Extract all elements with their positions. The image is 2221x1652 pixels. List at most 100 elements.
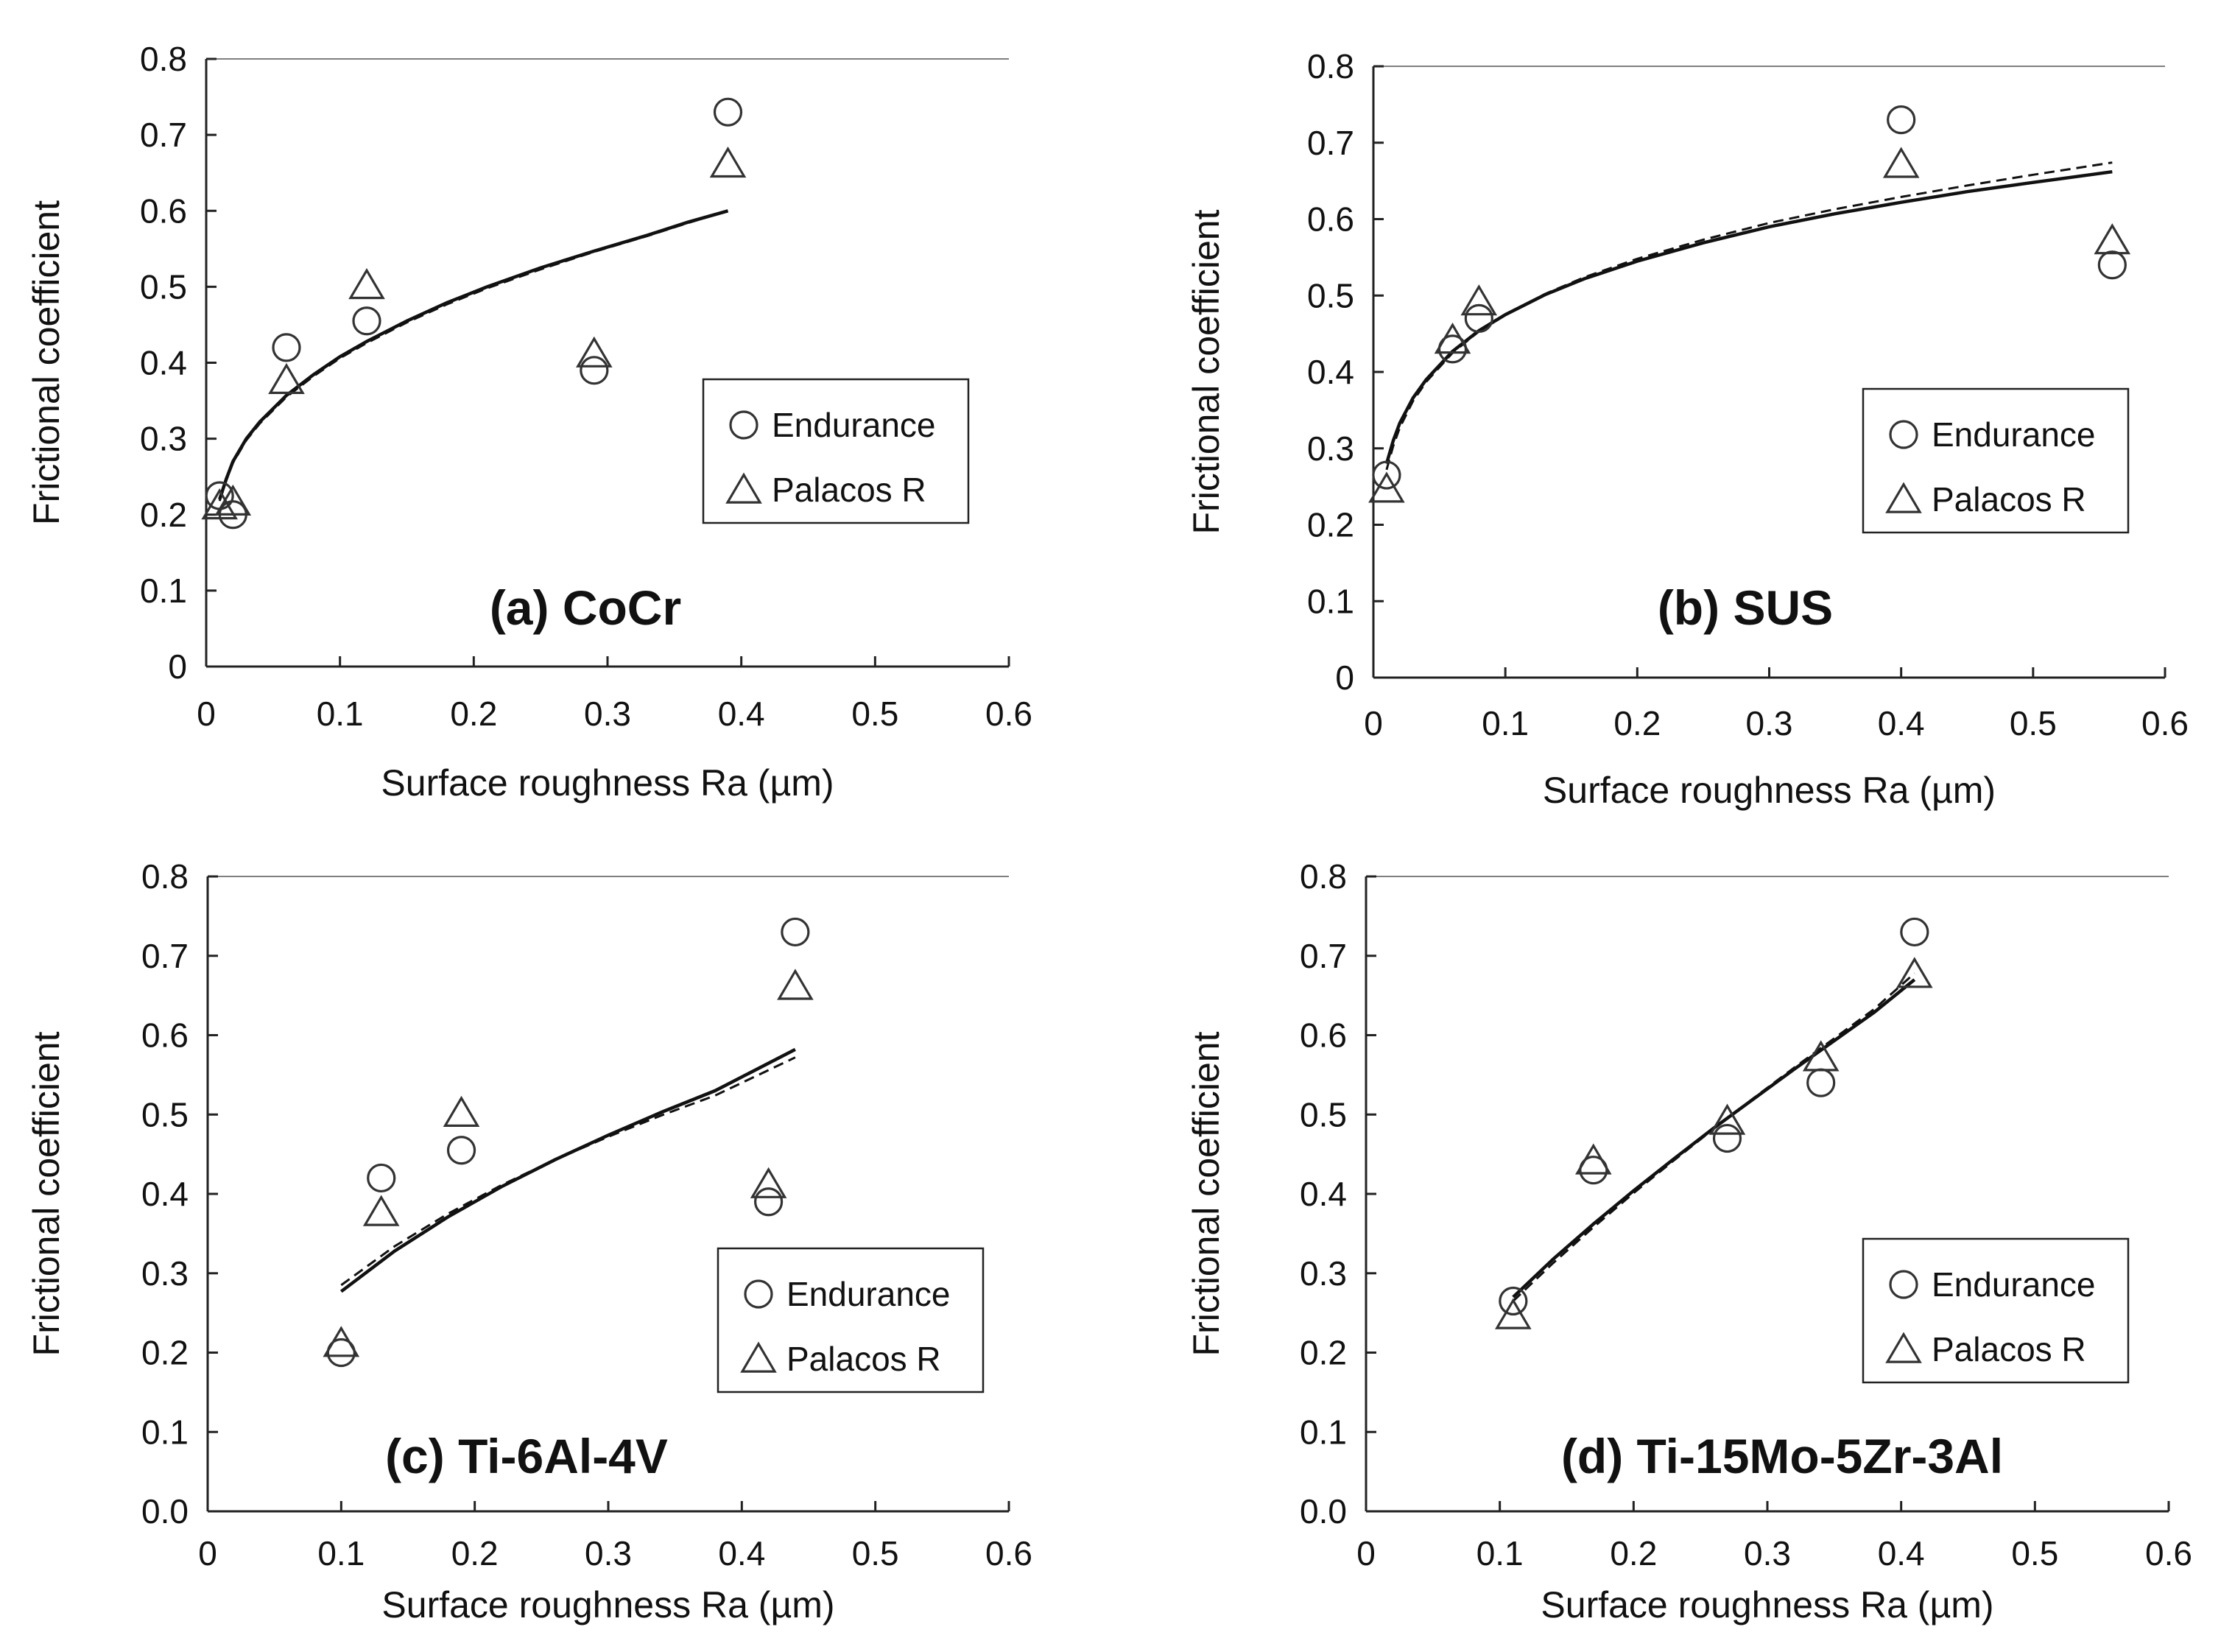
y-tick-label: 0 xyxy=(168,647,187,686)
data-point-palacos-r xyxy=(1896,957,1933,988)
data-point-palacos-r xyxy=(1882,147,1920,178)
y-tick-label: 0.6 xyxy=(141,1016,189,1055)
y-tick-label: 0.8 xyxy=(140,40,187,78)
fit-curve-dashed xyxy=(218,209,728,502)
x-tick-label: 0.3 xyxy=(1744,1534,1791,1572)
y-tick-label: 0.0 xyxy=(1300,1492,1347,1530)
data-point-endurance xyxy=(1712,1123,1742,1153)
x-tick-label: 0.4 xyxy=(1878,1534,1925,1572)
data-point-palacos-r xyxy=(2094,223,2131,255)
y-tick-label: 0.5 xyxy=(140,267,187,306)
y-tick-label: 0.8 xyxy=(1307,47,1354,85)
x-tick-label: 0.5 xyxy=(851,695,898,733)
y-tick-label: 0.5 xyxy=(1300,1095,1347,1133)
y-tick-label: 0.2 xyxy=(140,496,187,534)
data-point-palacos-r xyxy=(1708,1103,1746,1135)
x-tick-label: 0.1 xyxy=(317,695,364,733)
data-point-endurance xyxy=(352,306,381,336)
legend-label: Palacos R xyxy=(786,1340,941,1378)
x-tick-label: 0.2 xyxy=(451,1534,499,1572)
x-axis-title: Surface roughness Ra (µm) xyxy=(1543,770,1996,811)
x-tick-label: 0.4 xyxy=(718,1534,765,1572)
panel-title: (c) Ti-6Al-4V xyxy=(385,1429,668,1483)
y-tick-label: 0 xyxy=(1335,658,1354,697)
data-point-palacos-r xyxy=(777,969,814,1000)
data-point-endurance xyxy=(1372,460,1401,490)
y-tick-label: 0.1 xyxy=(141,1413,189,1451)
y-tick-label: 0.3 xyxy=(141,1254,189,1293)
legend-label: Endurance xyxy=(772,406,936,444)
x-tick-label: 0.2 xyxy=(1613,704,1661,742)
x-tick-label: 0.1 xyxy=(1476,1534,1524,1572)
x-tick-label: 0 xyxy=(1364,704,1383,742)
x-tick-label: 0.6 xyxy=(985,695,1032,733)
y-tick-label: 0.5 xyxy=(141,1095,189,1133)
legend-box xyxy=(717,1247,985,1393)
data-point-palacos-r xyxy=(1434,323,1471,354)
data-point-endurance xyxy=(1900,917,1929,947)
x-tick-label: 0.2 xyxy=(1610,1534,1657,1572)
legend-label: Palacos R xyxy=(1932,1330,2086,1368)
y-axis-title: Frictional coefficient xyxy=(26,200,67,525)
legend: Endurance Palacos R xyxy=(702,378,970,524)
panel-title: (b) SUS xyxy=(1658,580,1833,635)
x-tick-label: 0.4 xyxy=(718,695,765,733)
data-point-palacos-r xyxy=(576,336,613,368)
legend-label: Endurance xyxy=(1932,1265,2096,1304)
x-tick-label: 0.1 xyxy=(1482,704,1529,742)
legend-label: Endurance xyxy=(1932,415,2096,454)
data-point-palacos-r xyxy=(1368,471,1405,503)
chart-panel-c: 0.0 0.1 0.2 0.3 0.4 0.5 0.6 0.7 0.8 0 0.1 0.2 0.3 0.4… xyxy=(26,857,1032,1625)
legend-marker-triangle-icon xyxy=(740,1341,777,1373)
data-point-endurance xyxy=(1806,1068,1836,1097)
x-tick-label: 0 xyxy=(197,695,216,733)
legend-label: Palacos R xyxy=(1932,480,2086,519)
y-tick-label: 0.4 xyxy=(140,344,187,382)
chart-panel-d: 0.0 0.1 0.2 0.3 0.4 0.5 0.6 0.7 0.8 0 0.1 0.2 0.3 0.4… xyxy=(1186,857,2192,1625)
legend-box xyxy=(1862,1237,2130,1384)
x-tick-label: 0.3 xyxy=(585,1534,632,1572)
data-point-palacos-r xyxy=(362,1195,400,1226)
data-point-endurance xyxy=(1464,303,1493,333)
data-point-palacos-r xyxy=(1495,1298,1532,1329)
y-tick-label: 0.7 xyxy=(140,116,187,154)
data-point-endurance xyxy=(272,333,301,362)
chart-panel-a: 0 0.1 0.2 0.3 0.4 0.5 0.6 0.7 0.8 0 0.1 0.2 0.3 0.4 0.… xyxy=(26,40,1032,804)
data-point-palacos-r xyxy=(268,362,305,395)
y-axis-title: Frictional coefficient xyxy=(1186,1031,1227,1356)
legend-marker-circle-icon xyxy=(1889,1270,1918,1299)
legend-marker-triangle-icon xyxy=(725,472,762,504)
y-axis-title: Frictional coefficient xyxy=(26,1031,67,1356)
y-tick-label: 0.5 xyxy=(1307,276,1354,314)
data-point-endurance xyxy=(1887,105,1916,135)
x-tick-label: 0.5 xyxy=(2010,704,2057,742)
legend-marker-triangle-icon xyxy=(1885,482,1922,513)
data-point-endurance xyxy=(2097,250,2127,280)
y-tick-label: 0.7 xyxy=(1307,124,1354,162)
x-tick-label: 0.5 xyxy=(852,1534,899,1572)
panel-title: (a) CoCr xyxy=(490,580,681,635)
legend-box xyxy=(702,378,970,524)
data-point-palacos-r xyxy=(348,267,385,300)
data-point-endurance xyxy=(1499,1286,1528,1316)
legend: Endurance Palacos R xyxy=(717,1247,985,1393)
legend: Endurance Palacos R xyxy=(1862,387,2130,534)
y-tick-label: 0.2 xyxy=(141,1334,189,1372)
data-point-palacos-r xyxy=(709,146,747,178)
y-tick-label: 0.4 xyxy=(1307,353,1354,391)
legend-marker-circle-icon xyxy=(1889,420,1918,449)
y-tick-label: 0.6 xyxy=(140,191,187,230)
y-tick-label: 0.2 xyxy=(1307,506,1354,544)
data-point-endurance xyxy=(446,1136,476,1165)
y-tick-label: 0.6 xyxy=(1307,200,1354,239)
y-tick-label: 0.1 xyxy=(1300,1413,1347,1451)
y-tick-label: 0.1 xyxy=(140,572,187,610)
x-tick-label: 0.6 xyxy=(2145,1534,2192,1572)
x-tick-label: 0.6 xyxy=(985,1534,1032,1572)
legend-marker-triangle-icon xyxy=(1885,1332,1922,1363)
data-point-palacos-r xyxy=(201,488,238,520)
y-tick-label: 0.4 xyxy=(141,1175,189,1213)
legend-label: Endurance xyxy=(786,1275,951,1313)
y-tick-label: 0.2 xyxy=(1300,1334,1347,1372)
